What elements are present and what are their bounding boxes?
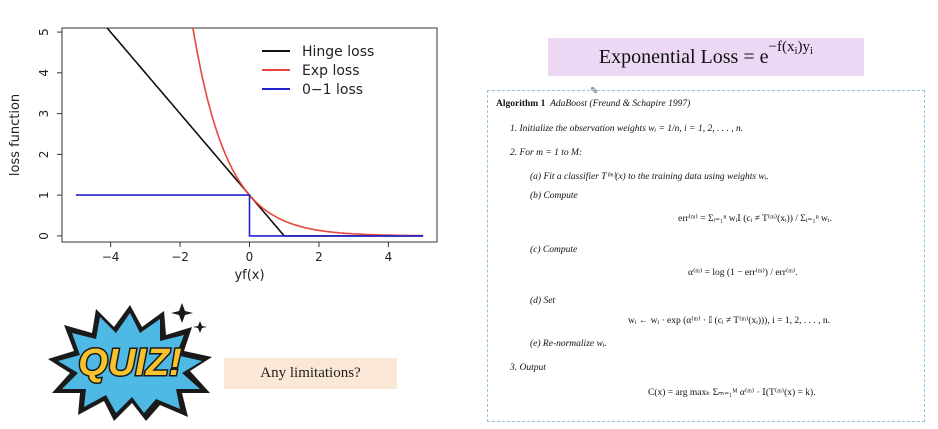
series-line-0-1-loss — [75, 194, 424, 237]
x-tick-label: 0 — [246, 250, 254, 264]
limitations-question: Any limitations? — [224, 358, 397, 389]
x-tick-label: −2 — [171, 250, 189, 264]
legend-entry: 0−1 loss — [302, 82, 363, 98]
y-tick-label: 0 — [37, 232, 51, 240]
pen-icon: ✎ — [590, 86, 599, 97]
legend-entry: Hinge loss — [302, 44, 374, 60]
algorithm-header: Algorithm 1 AdaBoost (Freund & Schapire … — [496, 99, 691, 109]
algorithm-step-d: (d) Set — [530, 296, 556, 306]
algorithm-step-3: 3. Output — [510, 363, 546, 373]
formula-exponent: −f(xi)yi — [768, 38, 814, 57]
algorithm-step-e: (e) Re-normalize wᵢ. — [530, 339, 607, 349]
x-tick-label: −4 — [102, 250, 120, 264]
quiz-text: QUIZ! — [78, 342, 181, 384]
y-tick-label: 2 — [37, 151, 51, 159]
x-tick-label: 2 — [315, 250, 323, 264]
algorithm-formula-b: err⁽ᵐ⁾ = Σᵢ₌₁ⁿ wᵢ𝕀 (cᵢ ≠ T⁽ᵐ⁾(xᵢ)) / Σᵢ₌… — [678, 214, 832, 224]
algorithm-step-1: 1. Initialize the observation weights wᵢ… — [510, 124, 744, 134]
legend-entry: Exp loss — [302, 63, 360, 79]
algorithm-step-b: (b) Compute — [530, 191, 578, 201]
quiz-sticker: QUIZ! — [48, 303, 212, 421]
algorithm-step-2: 2. For m = 1 to M: — [510, 148, 583, 158]
y-tick-label: 3 — [37, 110, 51, 118]
loss-chart: −4 −2 0 2 4 0 1 2 3 4 5 yf(x) loss function Hinge los… — [8, 27, 438, 283]
x-axis-label: yf(x) — [234, 268, 264, 283]
y-tick-label: 1 — [37, 191, 51, 199]
adaboost-algorithm: Algorithm 1 AdaBoost (Freund & Schapire … — [487, 90, 925, 422]
y-tick-label: 5 — [37, 28, 51, 36]
formula-base: e — [759, 45, 769, 68]
burst-outline — [48, 305, 212, 421]
y-tick-label: 4 — [37, 69, 51, 77]
algorithm-step-c: (c) Compute — [530, 245, 578, 255]
algorithm-step-a: (a) Fit a classifier T⁽ᵐ⁾(x) to the trai… — [530, 172, 769, 182]
exponential-loss-formula: Exponential Loss = e −f(xi)yi — [548, 38, 864, 76]
algorithm-formula-c: α⁽ᵐ⁾ = log (1 − err⁽ᵐ⁾) / err⁽ᵐ⁾. — [688, 268, 798, 278]
algorithm-formula-output: C(x) = arg maxₖ Σₘ₌₁ᴹ α⁽ᵐ⁾ · 𝕀(T⁽ᵐ⁾(x) =… — [648, 388, 816, 398]
y-axis-label: loss function — [8, 94, 23, 176]
sparkle-icon — [171, 303, 207, 333]
formula-label: Exponential Loss = — [598, 45, 755, 68]
x-tick-label: 4 — [385, 250, 393, 264]
algorithm-formula-d: wᵢ ← wᵢ · exp (α⁽ᵐ⁾ · 𝕀 (cᵢ ≠ T⁽ᵐ⁾(xᵢ)))… — [628, 316, 830, 326]
